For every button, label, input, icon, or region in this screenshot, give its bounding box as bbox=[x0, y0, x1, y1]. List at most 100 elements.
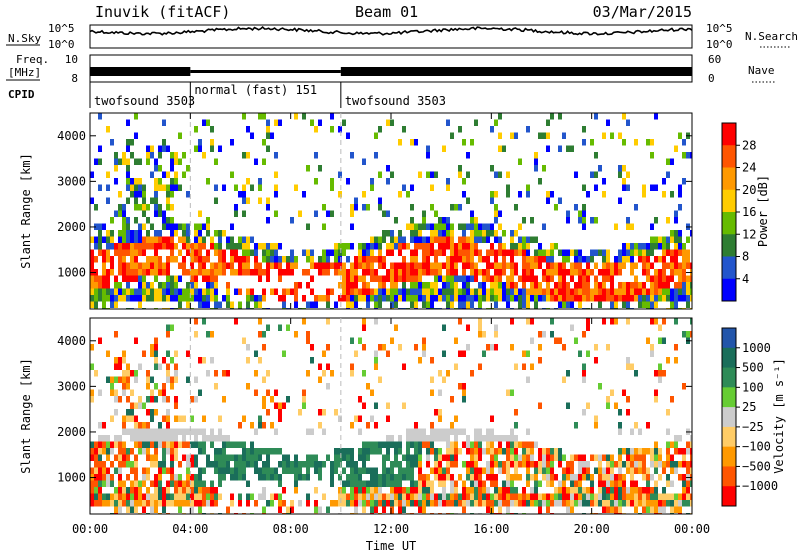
heatmap-cell bbox=[426, 441, 430, 448]
heatmap-cell bbox=[390, 171, 394, 178]
heatmap-cell bbox=[494, 487, 498, 494]
heatmap-cell bbox=[650, 448, 654, 455]
heatmap-cell bbox=[362, 256, 366, 263]
heatmap-cell bbox=[374, 275, 378, 282]
heatmap-cell bbox=[350, 493, 354, 500]
heatmap-cell bbox=[134, 422, 138, 429]
heatmap-cell bbox=[630, 428, 634, 435]
heatmap-cell bbox=[162, 467, 166, 474]
heatmap-cell bbox=[182, 487, 186, 494]
heatmap-cell bbox=[414, 435, 418, 442]
heatmap-cell bbox=[242, 243, 246, 250]
heatmap-cell bbox=[94, 204, 98, 211]
colorbar-swatch bbox=[722, 167, 736, 191]
heatmap-cell bbox=[354, 493, 358, 500]
heatmap-cell bbox=[414, 230, 418, 237]
heatmap-cell bbox=[258, 415, 262, 422]
heatmap-cell bbox=[134, 428, 138, 435]
heatmap-cell bbox=[198, 480, 202, 487]
heatmap-cell bbox=[306, 301, 310, 308]
heatmap-cell bbox=[530, 288, 534, 295]
heatmap-cell bbox=[326, 295, 330, 302]
heatmap-cell bbox=[354, 461, 358, 468]
x-tick-label: 16:00 bbox=[473, 522, 509, 536]
heatmap-cell bbox=[614, 318, 618, 325]
heatmap-cell bbox=[390, 282, 394, 289]
heatmap-cell bbox=[454, 480, 458, 487]
heatmap-cell bbox=[262, 331, 266, 338]
heatmap-cell bbox=[594, 500, 598, 507]
heatmap-cell bbox=[98, 113, 102, 120]
heatmap-cell bbox=[498, 487, 502, 494]
heatmap-cell bbox=[442, 282, 446, 289]
heatmap-cell bbox=[110, 288, 114, 295]
heatmap-cell bbox=[102, 493, 106, 500]
heatmap-cell bbox=[346, 474, 350, 481]
heatmap-cell bbox=[482, 487, 486, 494]
heatmap-cell bbox=[278, 275, 282, 282]
heatmap-cell bbox=[178, 236, 182, 243]
heatmap-cell bbox=[310, 275, 314, 282]
heatmap-cell bbox=[194, 318, 198, 325]
heatmap-cell bbox=[162, 269, 166, 276]
heatmap-cell bbox=[626, 295, 630, 302]
heatmap-cell bbox=[270, 396, 274, 403]
heatmap-cell bbox=[370, 288, 374, 295]
heatmap-cell bbox=[462, 396, 466, 403]
heatmap-cell bbox=[170, 152, 174, 159]
heatmap-cell bbox=[574, 480, 578, 487]
heatmap-cell bbox=[486, 230, 490, 237]
heatmap-cell bbox=[630, 282, 634, 289]
heatmap-cell bbox=[482, 282, 486, 289]
heatmap-cell bbox=[274, 467, 278, 474]
heatmap-cell bbox=[386, 243, 390, 250]
heatmap-cell bbox=[686, 448, 690, 455]
colorbar-swatch bbox=[722, 347, 736, 369]
heatmap-cell bbox=[474, 487, 478, 494]
heatmap-cell bbox=[278, 269, 282, 276]
heatmap-cell bbox=[170, 236, 174, 243]
heatmap-cell bbox=[458, 301, 462, 308]
heatmap-cell bbox=[298, 467, 302, 474]
heatmap-cell bbox=[242, 337, 246, 344]
heatmap-cell bbox=[574, 171, 578, 178]
heatmap-cell bbox=[466, 275, 470, 282]
heatmap-cell bbox=[258, 275, 262, 282]
heatmap-cell bbox=[402, 454, 406, 461]
heatmap-cell bbox=[550, 113, 554, 120]
heatmap-cell bbox=[214, 295, 218, 302]
heatmap-cell bbox=[518, 243, 522, 250]
heatmap-cell bbox=[402, 474, 406, 481]
heatmap-cell bbox=[414, 288, 418, 295]
heatmap-cell bbox=[322, 269, 326, 276]
heatmap-cell bbox=[102, 474, 106, 481]
heatmap-cell bbox=[482, 230, 486, 237]
heatmap-cell bbox=[546, 506, 550, 513]
heatmap-cell bbox=[254, 461, 258, 468]
heatmap-cell bbox=[414, 422, 418, 429]
heatmap-cell bbox=[314, 126, 318, 133]
heatmap-cell bbox=[202, 415, 206, 422]
heatmap-cell bbox=[622, 113, 626, 120]
heatmap-cell bbox=[250, 493, 254, 500]
heatmap-cell bbox=[378, 441, 382, 448]
heatmap-cell bbox=[98, 441, 102, 448]
heatmap-cell bbox=[330, 210, 334, 217]
heatmap-cell bbox=[354, 269, 358, 276]
heatmap-cell bbox=[634, 500, 638, 507]
noise-sky-trace bbox=[89, 26, 693, 36]
heatmap-cell bbox=[630, 288, 634, 295]
heatmap-cell bbox=[142, 249, 146, 256]
heatmap-cell bbox=[534, 467, 538, 474]
heatmap-cell bbox=[406, 269, 410, 276]
heatmap-cell bbox=[554, 454, 558, 461]
heatmap-cell bbox=[154, 243, 158, 250]
heatmap-cell bbox=[178, 295, 182, 302]
heatmap-cell bbox=[174, 493, 178, 500]
heatmap-cell bbox=[338, 487, 342, 494]
heatmap-cell bbox=[566, 493, 570, 500]
heatmap-cell bbox=[470, 295, 474, 302]
heatmap-cell bbox=[502, 230, 506, 237]
heatmap-cell bbox=[530, 262, 534, 269]
heatmap-cell bbox=[418, 506, 422, 513]
